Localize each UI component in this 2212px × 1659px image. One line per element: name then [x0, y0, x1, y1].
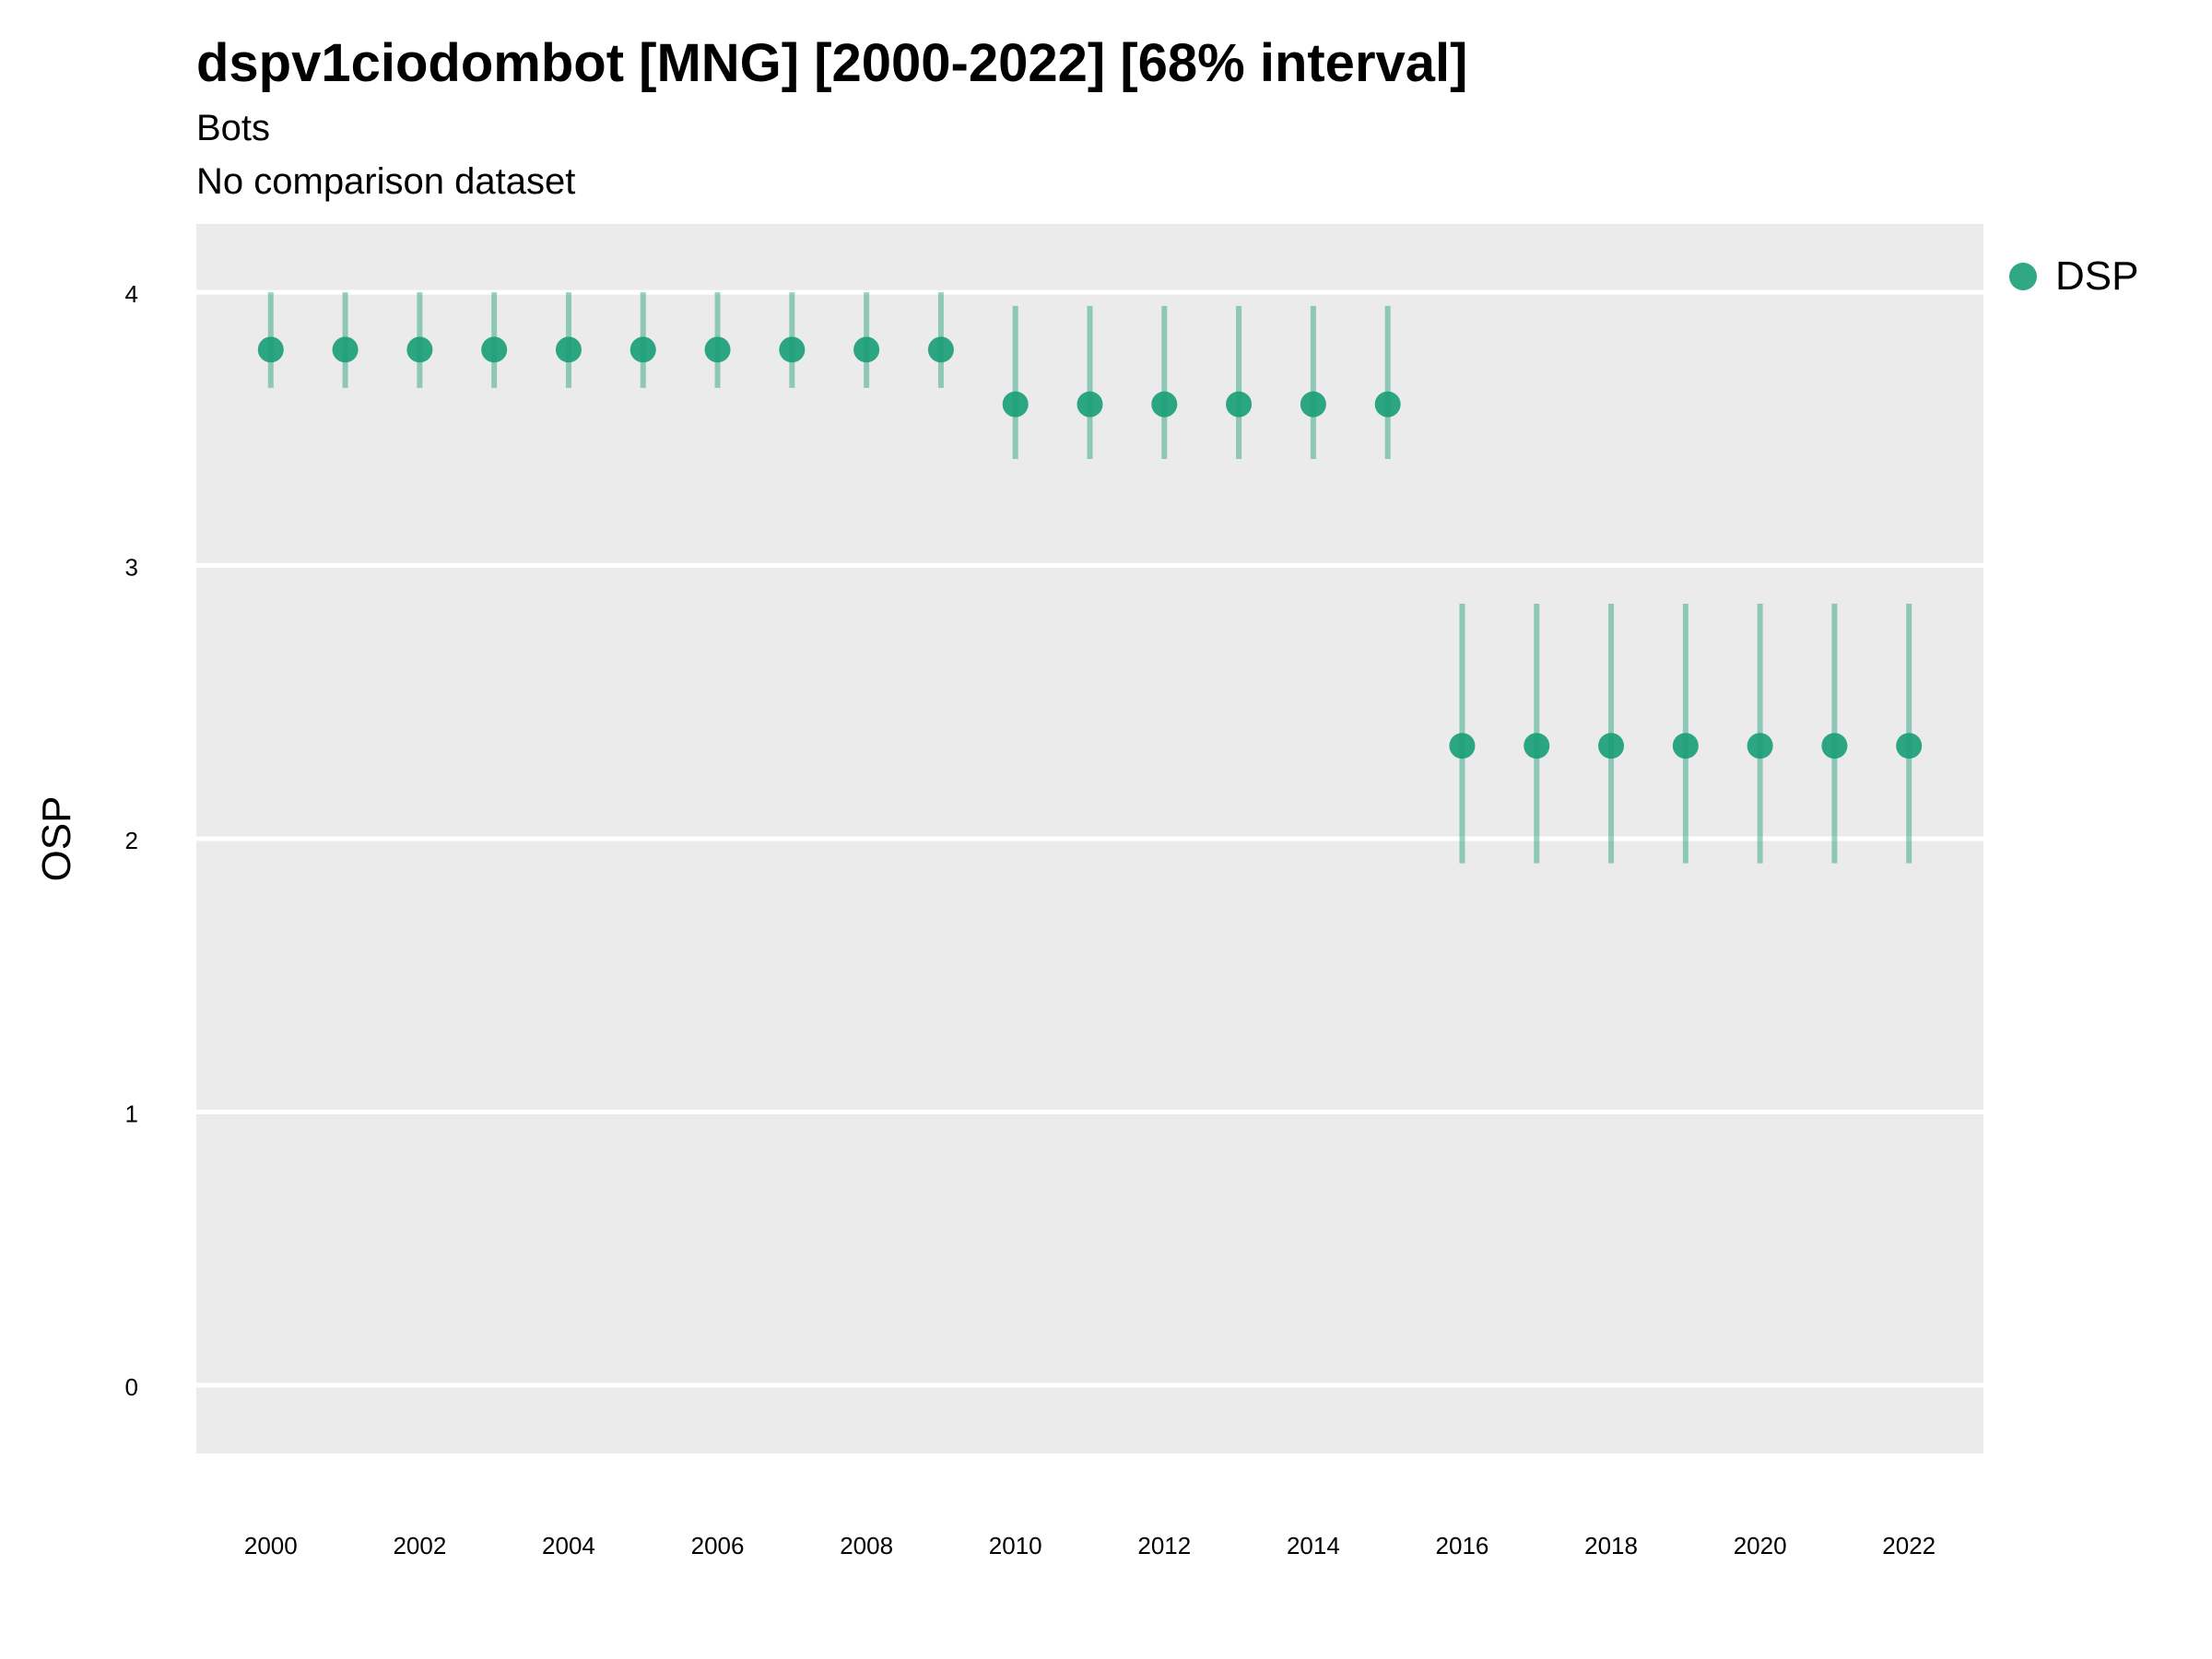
legend: DSP: [2009, 253, 2138, 300]
y-axis-label: OSP: [34, 796, 79, 882]
x-tick-label: 2004: [542, 1532, 595, 1559]
x-tick-label: 2002: [393, 1532, 446, 1559]
x-tick-label: 2022: [1882, 1532, 1936, 1559]
data-point: [332, 336, 359, 363]
x-axis-ticks: 2000 2002 2004 2006 2008 2010 2012 2014 2016 2018…: [244, 1532, 1936, 1559]
y-tick-label: 2: [125, 827, 138, 854]
legend-swatch-dsp: [2009, 263, 2037, 290]
y-tick-label: 0: [125, 1373, 138, 1401]
data-point: [1002, 391, 1029, 418]
chart-subtitle: Bots: [196, 108, 271, 148]
data-point: [1747, 733, 1773, 759]
y-tick-label: 4: [125, 280, 138, 308]
data-point: [1449, 733, 1476, 759]
data-point: [779, 336, 806, 363]
data-point: [1151, 391, 1178, 418]
data-point: [1598, 733, 1625, 759]
x-tick-label: 2014: [1287, 1532, 1340, 1559]
data-points: [257, 336, 1923, 759]
data-point: [257, 336, 284, 363]
data-point: [629, 336, 656, 363]
data-point: [1374, 391, 1401, 418]
data-point: [704, 336, 731, 363]
data-point: [1077, 391, 1103, 418]
data-point: [1300, 391, 1326, 418]
data-point: [1896, 733, 1923, 759]
data-point: [481, 336, 508, 363]
data-point: [1821, 733, 1848, 759]
y-tick-label: 1: [125, 1100, 138, 1127]
data-point: [1672, 733, 1699, 759]
chart-caption: No comparison dataset: [196, 161, 576, 202]
data-point: [406, 336, 433, 363]
x-tick-label: 2000: [244, 1532, 298, 1559]
x-tick-label: 2020: [1734, 1532, 1787, 1559]
y-tick-label: 3: [125, 554, 138, 582]
data-point: [853, 336, 880, 363]
grid-lines: [196, 289, 1983, 1388]
chart-title: dspv1ciodombot [MNG] [2000-2022] [68% in…: [196, 33, 1468, 93]
x-tick-label: 2008: [840, 1532, 893, 1559]
x-tick-label: 2006: [691, 1532, 745, 1559]
x-tick-label: 2012: [1137, 1532, 1191, 1559]
legend-label-dsp: DSP: [2055, 253, 2139, 299]
data-point: [1226, 391, 1253, 418]
data-point: [1524, 733, 1550, 759]
data-point: [927, 336, 954, 363]
x-tick-label: 2010: [989, 1532, 1042, 1559]
x-tick-label: 2016: [1436, 1532, 1489, 1559]
y-axis-ticks: 0 1 2 3 4: [125, 280, 138, 1401]
x-tick-label: 2018: [1584, 1532, 1638, 1559]
data-point: [555, 336, 582, 363]
